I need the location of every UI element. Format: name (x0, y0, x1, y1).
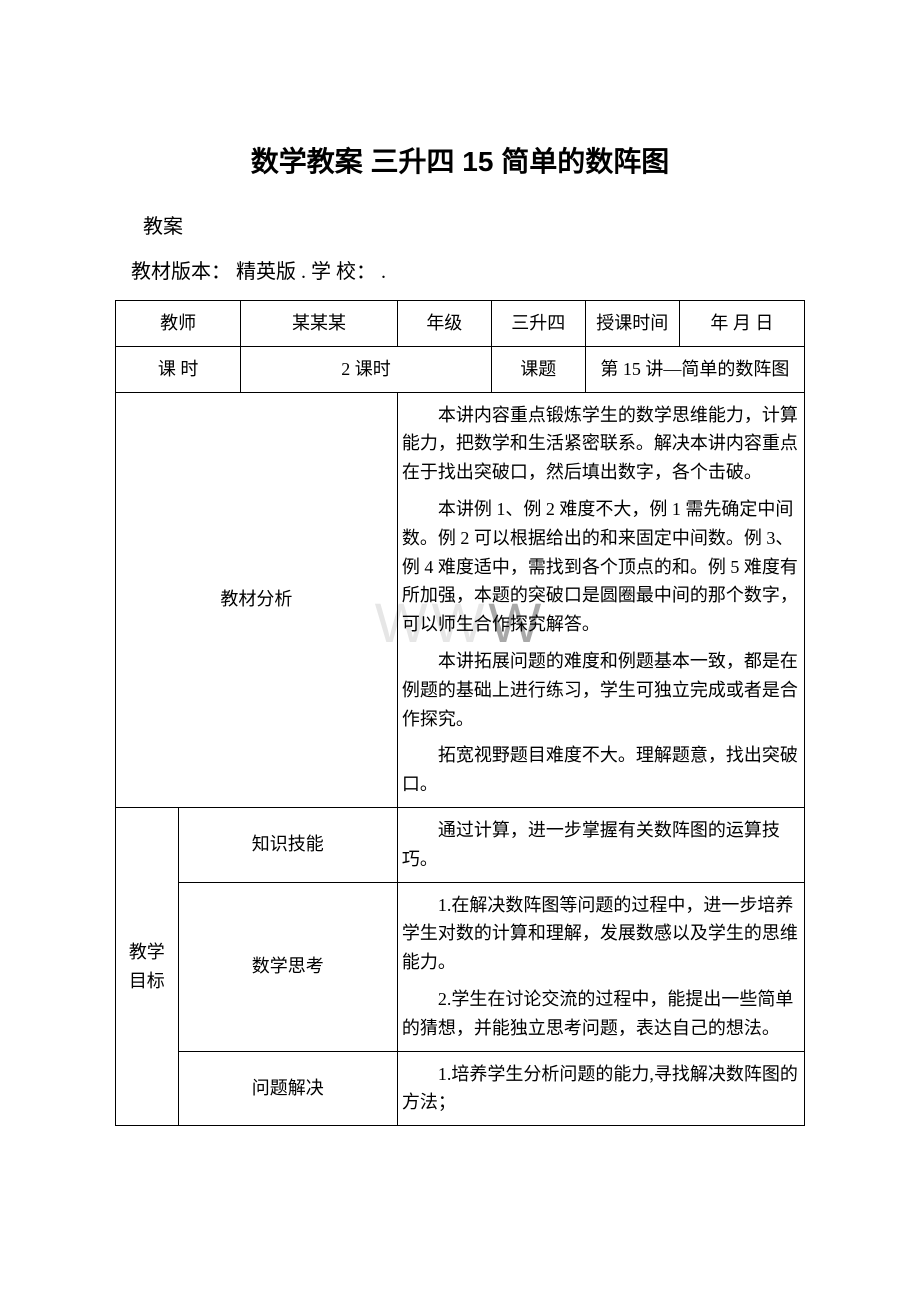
knowledge-label: 知识技能 (178, 807, 397, 882)
grade-label: 年级 (397, 301, 491, 347)
problem-content: 1.培养学生分析问题的能力,寻找解决数阵图的方法； (397, 1051, 804, 1126)
analysis-p3: 本讲拓展问题的难度和例题基本一致，都是在例题的基础上进行练习，学生可独立完成或者… (402, 647, 800, 733)
table-row-analysis: 教材分析 本讲内容重点锻炼学生的数学思维能力，计算能力，把数学和生活紧密联系。解… (116, 392, 805, 807)
teacher-label: 教师 (116, 301, 241, 347)
thinking-label: 数学思考 (178, 882, 397, 1051)
analysis-p2: 本讲例 1、例 2 难度不大，例 1 需先确定中间数。例 2 可以根据给出的和来… (402, 495, 800, 639)
version-line: 教材版本： 精英版 . 学 校： . (115, 255, 805, 284)
table-row-header2: 课 时 2 课时 课题 第 15 讲—简单的数阵图 (116, 346, 805, 392)
table-row-knowledge: 教学目标 知识技能 通过计算，进一步掌握有关数阵图的运算技巧。 (116, 807, 805, 882)
analysis-content: 本讲内容重点锻炼学生的数学思维能力，计算能力，把数学和生活紧密联系。解决本讲内容… (397, 392, 804, 807)
problem-text: 1.培养学生分析问题的能力,寻找解决数阵图的方法； (402, 1060, 800, 1118)
table-row-header1: 教师 某某某 年级 三升四 授课时间 年 月 日 (116, 301, 805, 347)
table-row-thinking: 数学思考 1.在解决数阵图等问题的过程中，进一步培养学生对数的计算和理解，发展数… (116, 882, 805, 1051)
hours-value: 2 课时 (241, 346, 492, 392)
analysis-label: 教材分析 (116, 392, 398, 807)
subtitle: 教案 (115, 210, 805, 239)
thinking-content: 1.在解决数阵图等问题的过程中，进一步培养学生对数的计算和理解，发展数感以及学生… (397, 882, 804, 1051)
knowledge-content: 通过计算，进一步掌握有关数阵图的运算技巧。 (397, 807, 804, 882)
time-label: 授课时间 (585, 301, 679, 347)
thinking-p1: 1.在解决数阵图等问题的过程中，进一步培养学生对数的计算和理解，发展数感以及学生… (402, 891, 800, 977)
topic-label: 课题 (491, 346, 585, 392)
analysis-p4: 拓宽视野题目难度不大。理解题意，找出突破口。 (402, 741, 800, 799)
hours-label: 课 时 (116, 346, 241, 392)
goals-label: 教学目标 (116, 807, 179, 1125)
grade-value: 三升四 (491, 301, 585, 347)
knowledge-text: 通过计算，进一步掌握有关数阵图的运算技巧。 (402, 816, 800, 874)
time-value: 年 月 日 (679, 301, 804, 347)
page-title: 数学教案 三升四 15 简单的数阵图 (115, 140, 805, 180)
analysis-p1: 本讲内容重点锻炼学生的数学思维能力，计算能力，把数学和生活紧密联系。解决本讲内容… (402, 401, 800, 487)
thinking-p2: 2.学生在讨论交流的过程中，能提出一些简单的猜想，并能独立思考问题，表达自己的想… (402, 985, 800, 1043)
problem-label: 问题解决 (178, 1051, 397, 1126)
lesson-table: 教师 某某某 年级 三升四 授课时间 年 月 日 课 时 2 课时 课题 第 1… (115, 300, 805, 1126)
teacher-value: 某某某 (241, 301, 398, 347)
topic-value: 第 15 讲—简单的数阵图 (585, 346, 804, 392)
table-row-problem: 问题解决 1.培养学生分析问题的能力,寻找解决数阵图的方法； (116, 1051, 805, 1126)
